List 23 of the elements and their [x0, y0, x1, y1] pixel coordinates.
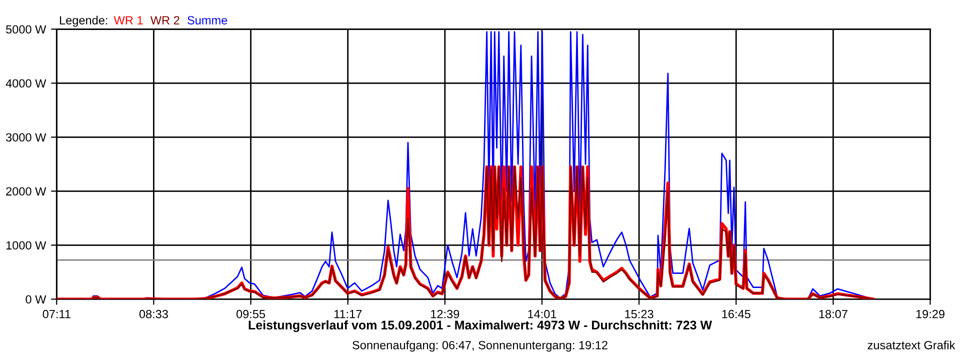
y-tick-label: 1000 W — [6, 241, 46, 250]
x-tick-label: 19:29 — [916, 310, 944, 318]
y-tick-label: 4000 W — [6, 79, 46, 88]
text: Leistungsverlauf vom 15.09.2001 - Maximalwert: 4973 W - Durchschnitt: 723 W — [248, 320, 712, 332]
y-tick-label: 3000 W — [6, 133, 46, 142]
x-tick-label: 12:39 — [431, 310, 460, 318]
text: WR 1 — [114, 16, 143, 24]
text: zusatztext Grafik — [868, 340, 956, 350]
x-tick-label: 11:17 — [334, 310, 362, 318]
y-tick-label: 5000 W — [6, 25, 46, 34]
x-tick-label: 18:07 — [819, 310, 848, 318]
text: WR 2 — [150, 16, 180, 24]
legend-title: Legende: — [60, 16, 108, 27]
x-tick-label: 08:33 — [139, 310, 168, 318]
y-tick-label: 2000 W — [6, 187, 46, 196]
x-tick-label: 09:55 — [236, 310, 266, 318]
text: Sonnenaufgang: 06:47, Sonnenuntergang: 19:12 — [352, 340, 608, 352]
x-tick-label: 16:45 — [722, 310, 750, 318]
x-tick-label: 15:23 — [625, 310, 654, 318]
y-tick-label: 0 W — [26, 295, 46, 304]
x-tick-label: 07:11 — [42, 310, 70, 318]
text: Summe — [188, 16, 228, 24]
x-tick-label: 14:01 — [528, 310, 556, 318]
